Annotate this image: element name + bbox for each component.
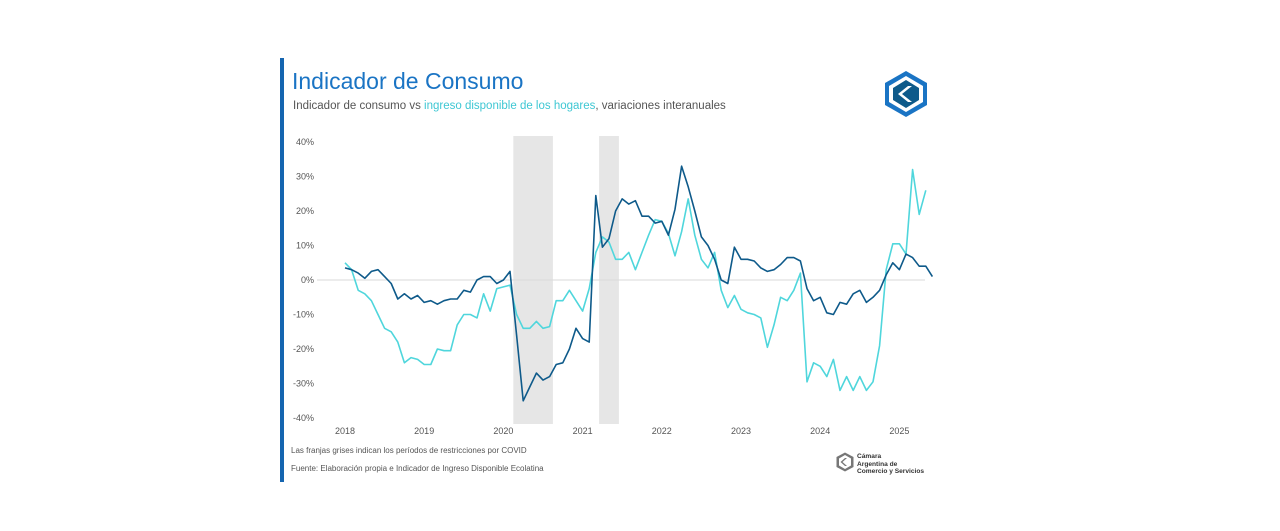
covid-note: Las franjas grises indican los períodos … <box>291 446 527 455</box>
org-name-line-2: Argentina de <box>857 460 898 468</box>
org-name-line-1: Cámara <box>857 453 882 460</box>
y-tick-label: 20% <box>296 206 314 216</box>
page-title: Indicador de Consumo <box>292 68 524 94</box>
x-tick-label: 2024 <box>810 426 830 436</box>
y-tick-label: 0% <box>301 275 314 285</box>
source-note: Fuente: Elaboración propia e Indicador d… <box>291 464 544 473</box>
x-tick-label: 2021 <box>573 426 593 436</box>
org-name: Cámara Argentina de Comercio y Servicios <box>857 453 924 476</box>
x-tick-label: 2020 <box>493 426 513 436</box>
y-tick-label: 30% <box>296 172 314 182</box>
line-chart: 40% 30% 20% 10% 0% -10% -20% -30% -40% 2018 2019 20… <box>293 136 934 436</box>
series-line-ingreso <box>344 168 927 392</box>
x-tick-label: 2023 <box>731 426 751 436</box>
y-tick-label: -10% <box>293 310 314 320</box>
x-tick-label: 2022 <box>652 426 672 436</box>
subtitle: Indicador de consumo vs ingreso disponib… <box>293 100 726 112</box>
y-tick-label: -20% <box>293 344 314 354</box>
subtitle-prefix: Indicador de consumo vs <box>293 100 425 112</box>
x-tick-label: 2019 <box>414 426 434 436</box>
y-tick-label: -40% <box>293 413 314 423</box>
subtitle-suffix: , variaciones interanuales <box>595 100 726 112</box>
y-tick-label: 40% <box>296 137 314 147</box>
accent-bar <box>280 58 284 482</box>
org-name-line-3: Comercio y Servicios <box>857 468 925 476</box>
y-tick-label: 10% <box>296 241 314 251</box>
x-tick-label: 2025 <box>889 426 909 436</box>
org-logo-icon <box>836 452 854 472</box>
x-tick-label: 2018 <box>335 426 355 436</box>
series-line-consumo <box>344 165 934 402</box>
subtitle-highlight: ingreso disponible de los hogares <box>424 100 596 112</box>
brand-logo-icon <box>885 71 927 117</box>
chart-card: Indicador de Consumo Indicador de consum… <box>280 58 940 482</box>
y-tick-label: -30% <box>293 379 314 389</box>
